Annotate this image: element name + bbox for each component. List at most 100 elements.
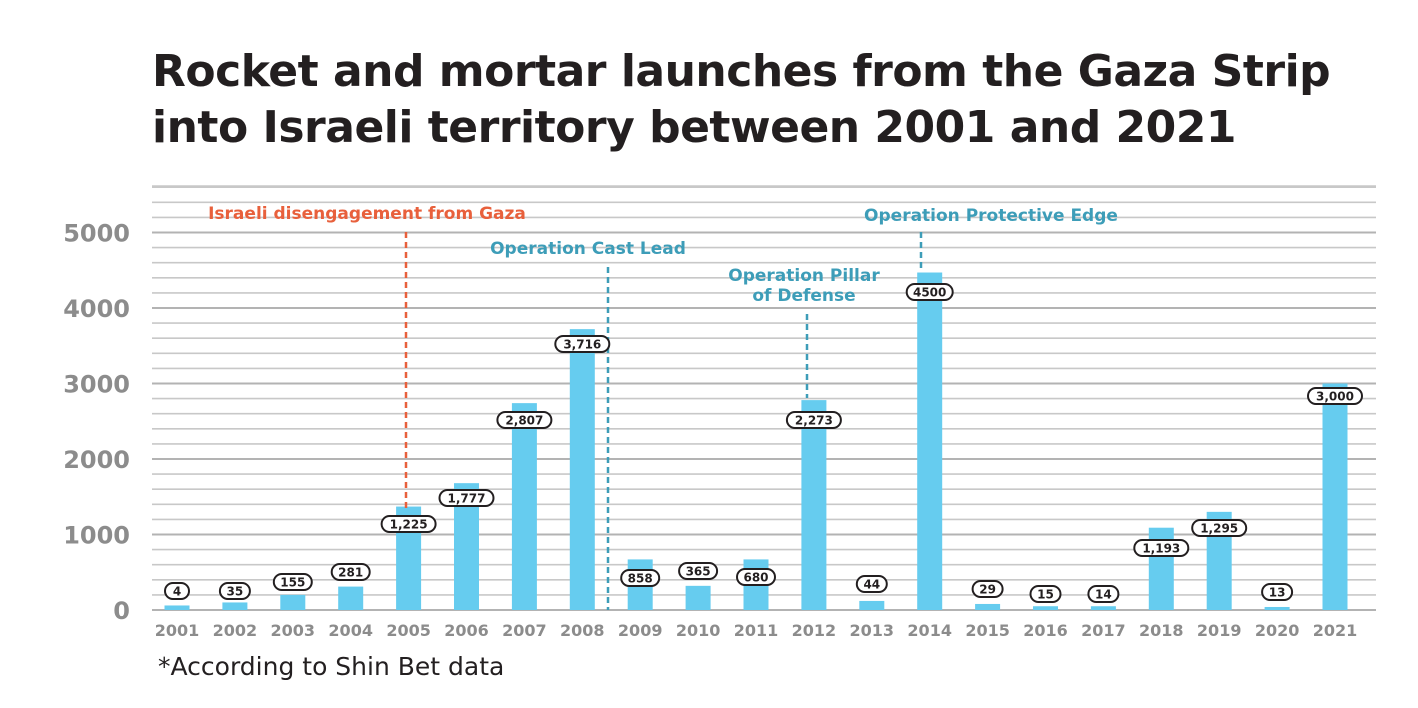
x-tick-label: 2010 <box>676 621 721 640</box>
x-tick-label: 2012 <box>792 621 837 640</box>
data-label: 29 <box>979 583 996 597</box>
bar-2012 <box>801 400 827 610</box>
data-label-pill <box>1191 519 1248 537</box>
data-label-pill <box>1307 387 1363 405</box>
x-axis: 2001 2002 2003 2004 2005 2006 2007 2008 2009 2010… <box>155 621 1358 640</box>
x-tick-label: 2001 <box>155 621 200 640</box>
chart-title: Rocket and mortar launches from the Gaza… <box>152 44 1372 156</box>
data-label: 4 <box>173 585 181 599</box>
x-tick-label: 2006 <box>444 621 489 640</box>
data-label: 1,193 <box>1142 542 1180 556</box>
data-label-pill <box>496 411 553 429</box>
data-label: 365 <box>686 565 711 579</box>
data-label: 3,716 <box>563 338 601 352</box>
x-tick-label: 2020 <box>1255 621 1300 640</box>
data-label: 2,273 <box>795 414 833 428</box>
data-label-pill <box>554 335 611 353</box>
data-label: 1,295 <box>1200 522 1238 536</box>
data-label: 35 <box>227 585 244 599</box>
x-tick-label: 2003 <box>271 621 316 640</box>
data-label-pill <box>785 411 842 429</box>
data-label: 1,225 <box>390 518 428 532</box>
x-tick-label: 2014 <box>907 621 952 640</box>
bar-2017 <box>1090 606 1116 610</box>
bar-2010 <box>685 585 711 610</box>
y-tick-label: 5000 <box>63 220 130 248</box>
bar-2014 <box>917 272 943 610</box>
bars <box>164 272 1348 610</box>
data-label-pill <box>330 563 371 581</box>
bar-2016 <box>1033 606 1058 610</box>
y-tick-label: 4000 <box>63 295 130 323</box>
bar-2002 <box>222 602 248 610</box>
data-label-pill <box>736 568 776 586</box>
chart-title-line-2: into Israeli territory between 2001 and … <box>152 102 1237 153</box>
data-label: 858 <box>628 572 653 586</box>
x-tick-label: 2011 <box>734 621 779 640</box>
data-label: 155 <box>280 576 305 590</box>
bar-2001 <box>164 605 190 610</box>
grid-lines <box>152 185 1376 611</box>
bar-2020 <box>1264 606 1290 610</box>
x-tick-label: 2007 <box>502 621 547 640</box>
x-tick-label: 2016 <box>1023 621 1068 640</box>
event-annotations: Israeli disengagement from Gaza Operation… <box>208 204 1118 610</box>
data-label-pill <box>1029 585 1062 603</box>
x-tick-label: 2005 <box>386 621 431 640</box>
data-label-pill <box>1261 583 1294 601</box>
y-tick-label: 0 <box>113 597 130 625</box>
event-annotation-label: Israeli disengagement from Gaza <box>208 204 526 224</box>
data-label: 2,807 <box>505 414 543 428</box>
data-label-pill <box>218 582 251 600</box>
data-label-pill <box>678 562 719 580</box>
bar-2015 <box>975 603 1001 610</box>
event-annotation-label: Operation Cast Lead <box>490 239 686 259</box>
data-label-pill <box>905 283 954 301</box>
source-footnote: *According to Shin Bet data <box>158 652 505 681</box>
y-tick-label: 2000 <box>63 446 130 474</box>
x-tick-label: 2008 <box>560 621 605 640</box>
y-tick-label: 3000 <box>63 371 130 399</box>
event-annotation-label: of Defense <box>752 286 855 306</box>
chart-title-line-1: Rocket and mortar launches from the Gaza… <box>152 46 1331 97</box>
data-label-pill <box>1133 539 1190 557</box>
bar-2003 <box>280 594 306 610</box>
x-tick-label: 2018 <box>1139 621 1184 640</box>
data-label-pill <box>1087 585 1120 603</box>
data-label-pill <box>855 575 888 593</box>
data-label: 4500 <box>913 286 946 300</box>
data-label: 14 <box>1095 588 1112 602</box>
data-label: 15 <box>1037 588 1054 602</box>
x-tick-label: 2021 <box>1313 621 1358 640</box>
data-label: 44 <box>863 578 880 592</box>
data-label-pill <box>272 573 313 591</box>
x-tick-label: 2004 <box>328 621 373 640</box>
data-label: 680 <box>743 571 768 585</box>
event-annotation-label: Operation Protective Edge <box>864 206 1118 226</box>
data-label-pill <box>164 582 190 600</box>
data-label: 1,777 <box>448 492 486 506</box>
x-tick-label: 2015 <box>965 621 1010 640</box>
bar-2008 <box>569 329 595 610</box>
data-label-pill <box>971 580 1004 598</box>
x-tick-label: 2017 <box>1081 621 1126 640</box>
data-label-pill <box>620 569 661 587</box>
x-tick-label: 2019 <box>1197 621 1242 640</box>
bar-2021 <box>1322 383 1348 610</box>
bar-2004 <box>338 586 364 610</box>
data-labels: 4 35 155 281 1,225 1,777 2,807 3,716 858 365 680 2,… <box>164 283 1363 603</box>
data-label: 281 <box>338 566 363 580</box>
x-tick-label: 2009 <box>618 621 663 640</box>
x-tick-label: 2013 <box>850 621 895 640</box>
data-label: 13 <box>1269 586 1286 600</box>
y-axis: 0 1000 2000 3000 4000 5000 <box>63 220 130 626</box>
bar-2007 <box>511 403 537 610</box>
x-tick-label: 2002 <box>213 621 258 640</box>
bar-2013 <box>859 600 885 610</box>
y-tick-label: 1000 <box>63 522 130 550</box>
event-annotation-label: Operation Pillar <box>728 266 880 286</box>
data-label-pill <box>380 515 437 533</box>
data-label: 3,000 <box>1316 390 1354 404</box>
data-label-pill <box>438 489 495 507</box>
